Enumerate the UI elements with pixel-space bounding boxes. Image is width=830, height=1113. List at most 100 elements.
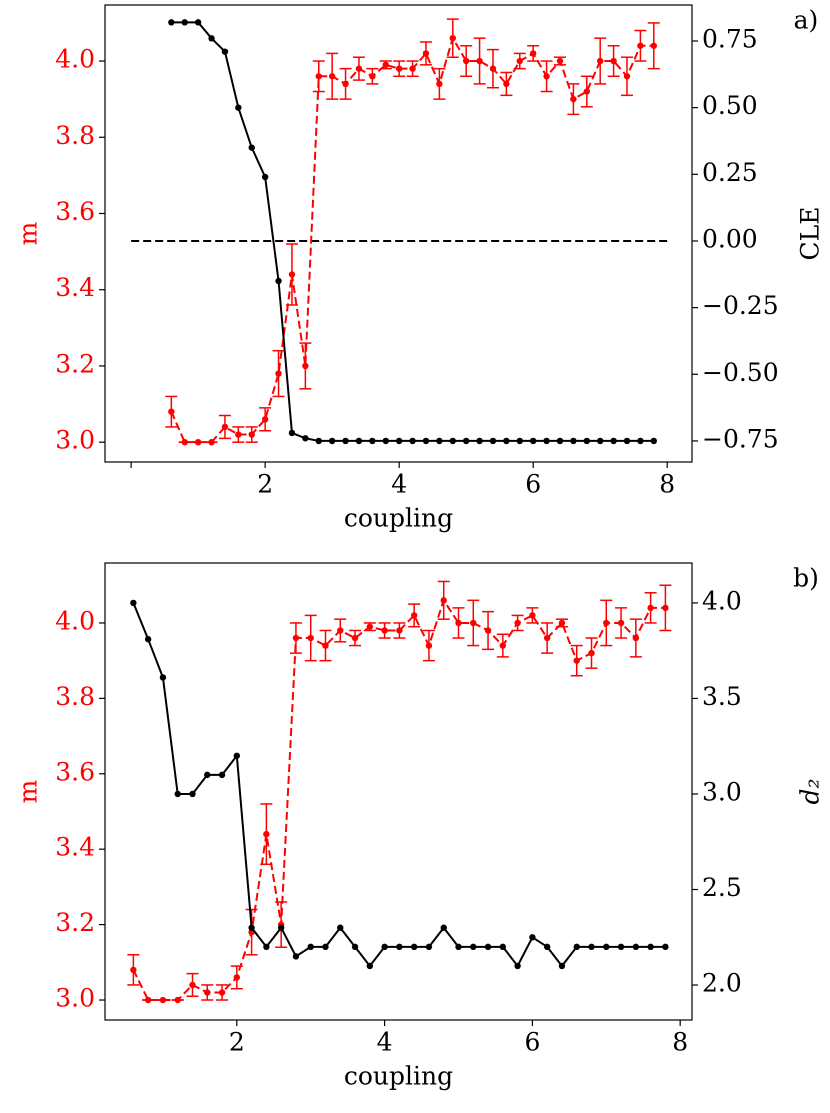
point [588, 943, 595, 951]
y-tick-label: 4.0 [55, 45, 95, 74]
point [337, 627, 344, 634]
point [529, 612, 536, 619]
point [662, 943, 669, 951]
point [233, 752, 241, 759]
point [603, 943, 610, 951]
point [395, 437, 403, 445]
x-axis-label: coupling [344, 504, 453, 533]
point [470, 943, 477, 951]
point [181, 438, 188, 446]
y2-tick-label: −0.25 [702, 291, 779, 320]
point [514, 619, 521, 627]
point [650, 437, 658, 445]
x-axis-label: coupling [344, 1062, 453, 1091]
point [436, 437, 443, 445]
point [366, 962, 374, 970]
point [292, 953, 300, 960]
point [558, 962, 566, 970]
point [455, 943, 462, 951]
y-tick-label: 3.0 [55, 426, 95, 455]
point [328, 437, 336, 445]
point [396, 627, 403, 634]
y-tick-label: 3.2 [55, 349, 95, 378]
point [409, 437, 416, 445]
point [130, 599, 137, 607]
y2-tick-label: 3.5 [702, 682, 742, 711]
point [449, 437, 456, 445]
point [194, 438, 202, 446]
point [440, 597, 447, 604]
y-tick-label: 3.6 [55, 197, 95, 226]
point [337, 924, 344, 931]
point [573, 943, 580, 951]
point [436, 80, 443, 88]
point [275, 277, 282, 285]
point [355, 437, 363, 445]
point [558, 619, 566, 627]
y2-tick-label: 4.0 [702, 586, 742, 615]
point [623, 73, 631, 80]
y-axis-label: m [14, 779, 43, 803]
point [204, 771, 211, 779]
point [583, 88, 590, 95]
point [261, 173, 269, 181]
point [617, 943, 625, 951]
point [221, 423, 229, 431]
point [189, 981, 196, 989]
y2-tick-label: 0.50 [702, 91, 758, 120]
point [440, 924, 447, 931]
point [425, 642, 433, 649]
point [351, 634, 359, 642]
y2-tick-label: −0.50 [702, 358, 779, 387]
point [235, 431, 242, 438]
point [662, 604, 669, 612]
y-tick-label: 3.8 [55, 121, 95, 150]
point [583, 437, 590, 445]
y-tick-label: 3.4 [55, 833, 95, 862]
point [235, 104, 242, 111]
point [516, 437, 523, 445]
y-tick-label: 3.4 [55, 273, 95, 302]
point [275, 370, 282, 377]
point [617, 619, 625, 627]
point [355, 65, 363, 72]
panel-label: b) [793, 564, 819, 593]
point [181, 19, 188, 26]
x-tick-label: 6 [525, 470, 541, 499]
point [409, 65, 416, 72]
point [204, 989, 211, 996]
y-tick-label: 4.0 [55, 606, 95, 635]
point [277, 924, 285, 931]
point [425, 943, 433, 951]
point [168, 408, 175, 415]
point [632, 634, 640, 642]
y2-axis-label: d₂ [796, 778, 825, 804]
point [603, 619, 610, 627]
point [366, 623, 374, 630]
point [489, 437, 497, 445]
x-tick-label: 4 [391, 470, 407, 499]
point [292, 634, 300, 642]
point [369, 437, 376, 445]
point [422, 437, 430, 445]
point [637, 437, 644, 445]
point [381, 627, 388, 634]
y-tick-label: 3.8 [55, 682, 95, 711]
axes-frame [104, 4, 693, 463]
x-tick-label: 6 [524, 1028, 540, 1057]
y-tick-label: 3.6 [55, 757, 95, 786]
point [159, 674, 167, 681]
point [650, 42, 658, 49]
point [516, 57, 523, 65]
series-line [132, 602, 666, 968]
point [462, 437, 470, 445]
point [322, 943, 329, 951]
point [322, 642, 329, 649]
x-tick-label: 2 [229, 1028, 245, 1057]
point [573, 657, 580, 664]
point [503, 437, 510, 445]
series-line [132, 598, 666, 1002]
x-tick-label: 8 [659, 470, 675, 499]
point [543, 943, 551, 951]
